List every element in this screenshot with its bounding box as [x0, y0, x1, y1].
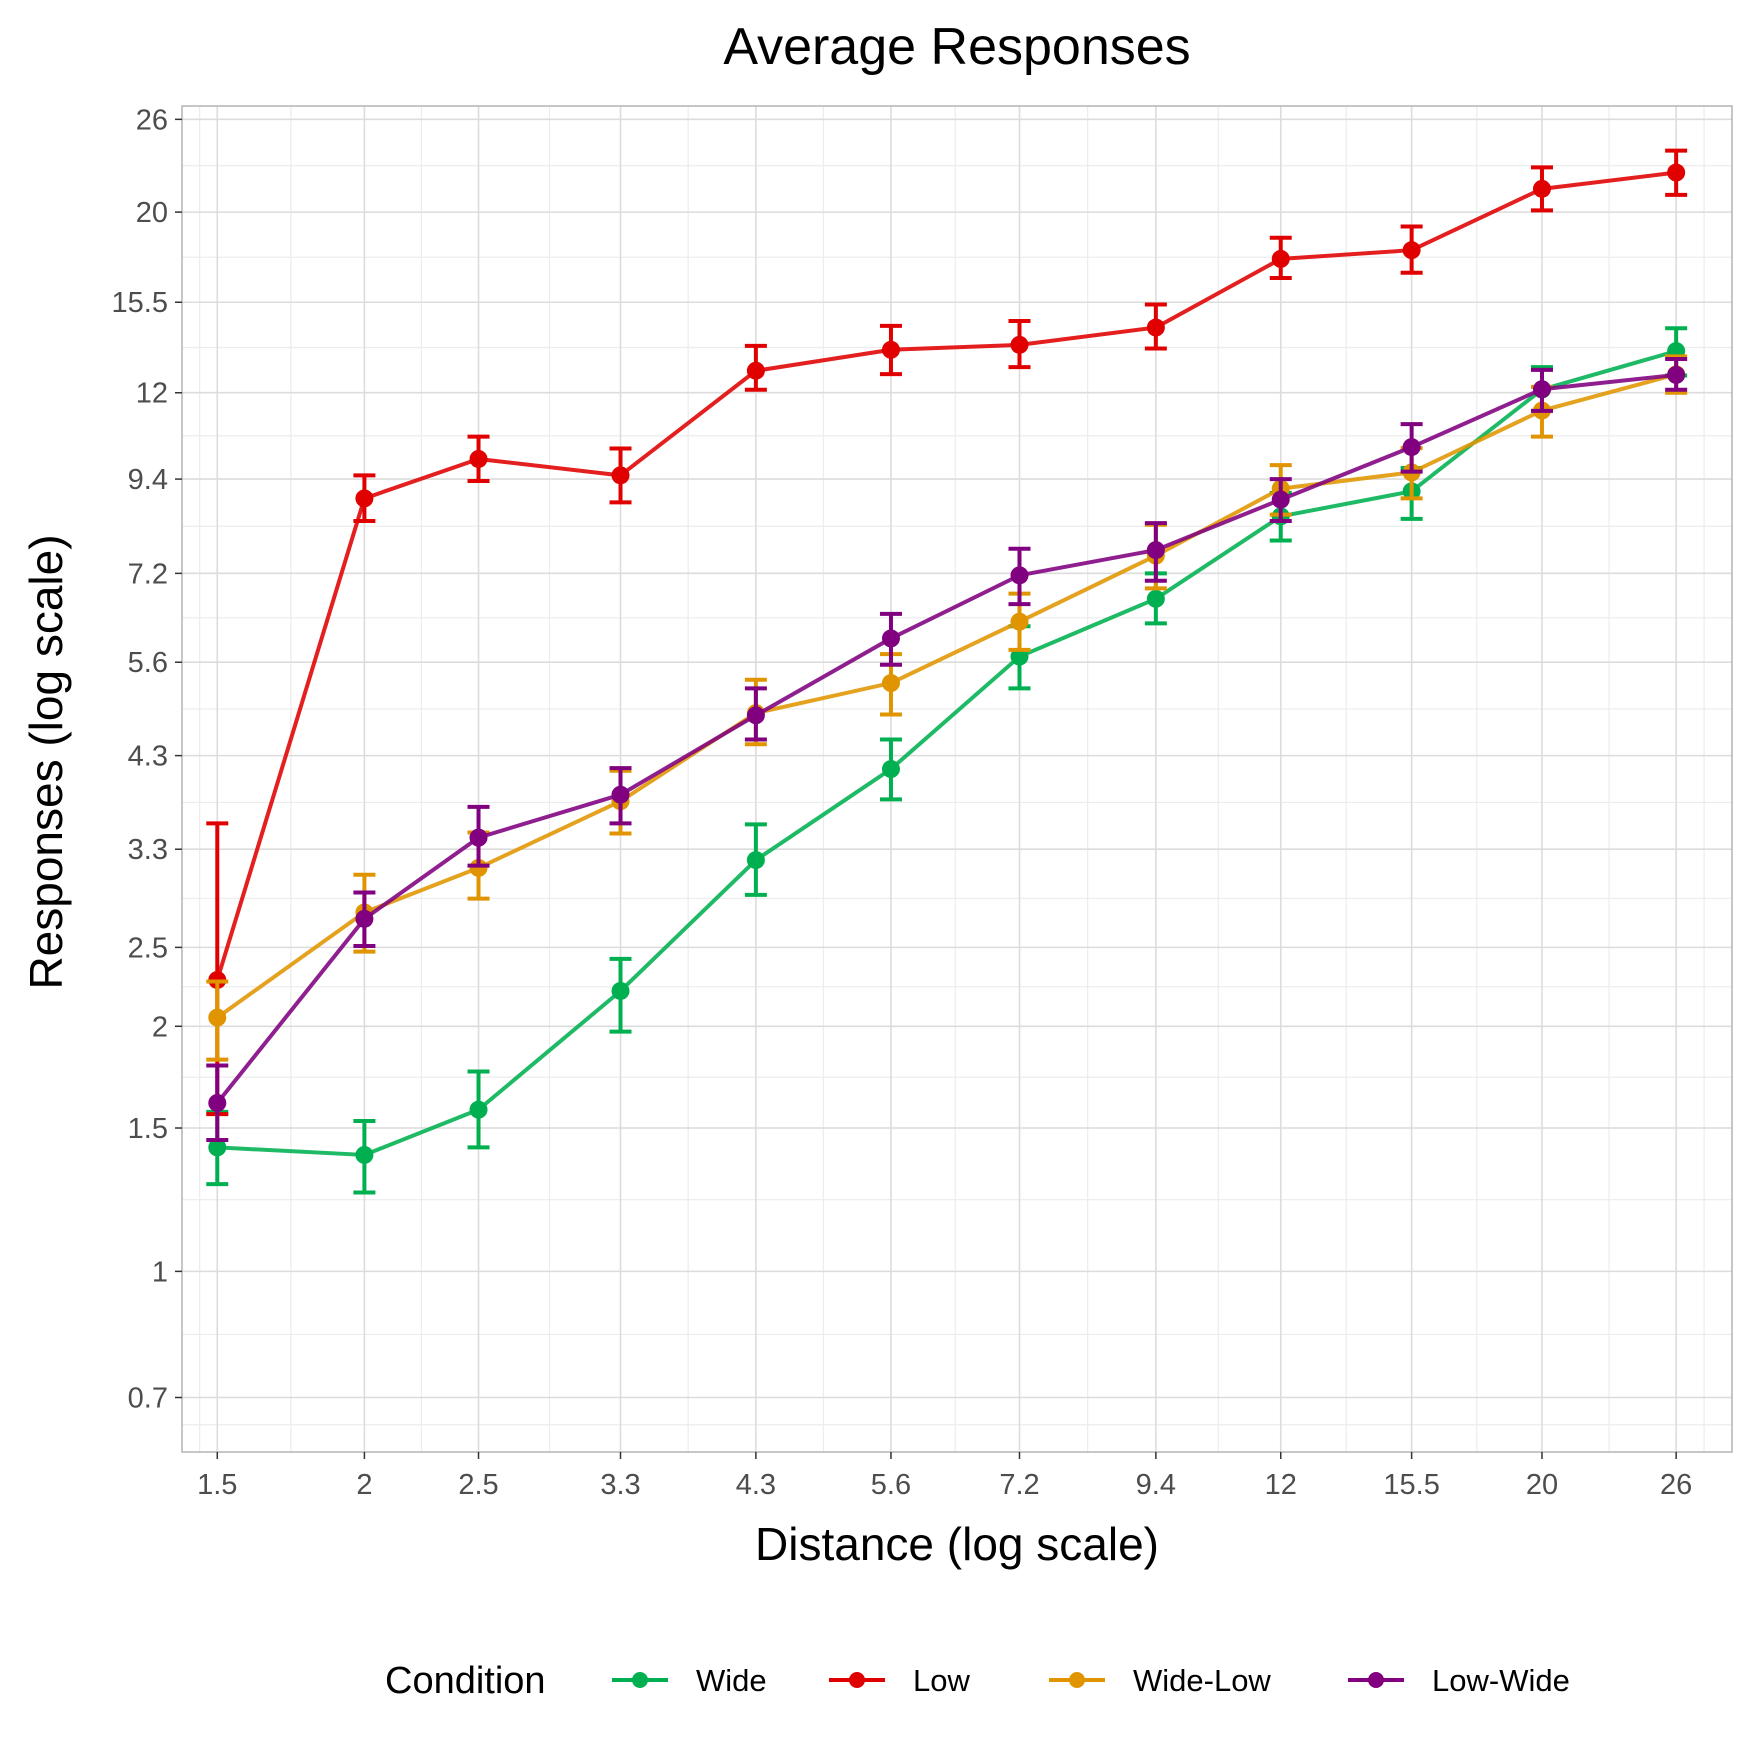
data-point	[1146, 541, 1165, 560]
legend-label: Wide-Low	[1133, 1663, 1271, 1698]
x-tick-label: 26	[1660, 1469, 1692, 1501]
legend-key-point	[632, 1672, 648, 1688]
x-tick-label: 15.5	[1383, 1469, 1439, 1501]
x-axis-title: Distance (log scale)	[755, 1518, 1159, 1570]
y-tick-label: 1.5	[128, 1113, 168, 1145]
data-point	[1271, 249, 1290, 268]
data-point	[1010, 647, 1029, 666]
legend-key-point	[849, 1672, 865, 1688]
data-point	[746, 851, 765, 870]
y-tick-label: 5.6	[128, 647, 168, 679]
data-point	[1532, 179, 1551, 198]
x-axis-ticks: 1.5 2 2.5 3.3 4.3 5.6 7.2 9.4 12 15.5 20 26	[197, 1452, 1692, 1501]
x-tick-label: 5.6	[871, 1469, 911, 1501]
legend-item-low-wide: Low-Wide	[1348, 1663, 1570, 1698]
x-tick-label: 20	[1526, 1469, 1558, 1501]
data-point	[881, 674, 900, 693]
legend-item-wide-low: Wide-Low	[1049, 1663, 1271, 1698]
data-point	[469, 1100, 488, 1119]
legend-label: Low	[913, 1663, 970, 1698]
x-tick-label: 12	[1265, 1469, 1297, 1501]
legend-label: Low-Wide	[1432, 1663, 1570, 1698]
data-point	[355, 909, 374, 928]
series-low	[206, 148, 1688, 1117]
data-point	[611, 466, 630, 485]
data-point	[881, 340, 900, 359]
data-point	[469, 449, 488, 468]
legend-key-point	[1368, 1672, 1384, 1688]
x-tick-label: 3.3	[600, 1469, 640, 1501]
legend-label: Wide	[696, 1663, 767, 1698]
data-point	[1010, 612, 1029, 631]
series-low-wide	[206, 357, 1688, 1142]
panel-border	[181, 105, 1733, 1453]
data-point	[1532, 380, 1551, 399]
x-tick-label: 2	[356, 1469, 372, 1501]
data-point	[1146, 589, 1165, 608]
y-tick-label: 1	[152, 1256, 168, 1288]
legend-title: Condition	[385, 1660, 546, 1702]
data-point	[469, 858, 488, 877]
data-point	[469, 828, 488, 847]
y-tick-label: 20	[136, 197, 168, 229]
data-point	[1146, 318, 1165, 337]
legend-item-wide: Wide	[612, 1663, 767, 1698]
series-line	[215, 170, 1677, 981]
data-point	[611, 785, 630, 804]
data-point	[208, 1093, 227, 1112]
y-tick-label: 4.3	[128, 741, 168, 773]
y-tick-label: 12	[136, 378, 168, 410]
x-tick-label: 9.4	[1136, 1469, 1176, 1501]
data-point	[355, 1145, 374, 1164]
series-line	[215, 372, 1677, 1105]
chart-title: Average Responses	[723, 18, 1190, 76]
x-tick-label: 1.5	[197, 1469, 237, 1501]
y-tick-label: 2	[152, 1011, 168, 1043]
x-tick-label: 4.3	[736, 1469, 776, 1501]
data-point	[881, 760, 900, 779]
y-tick-label: 26	[136, 104, 168, 136]
y-axis-ticks: 0.7 1 1.5 2 2.5 3.3 4.3 5.6 7.2 9.4 12 15.5 20 26	[112, 104, 182, 1414]
data-point	[355, 489, 374, 508]
major-grid	[182, 106, 1732, 1452]
legend-item-low: Low	[829, 1663, 970, 1698]
x-tick-label: 7.2	[999, 1469, 1039, 1501]
legend-key-point	[1069, 1672, 1085, 1688]
y-tick-label: 9.4	[128, 464, 168, 496]
data-point	[746, 361, 765, 380]
series-line	[216, 372, 1677, 1020]
x-tick-label: 2.5	[458, 1469, 498, 1501]
data-point	[1402, 241, 1421, 260]
data-point	[208, 1138, 227, 1157]
y-tick-label: 3.3	[128, 834, 168, 866]
data-point	[746, 706, 765, 725]
series-line	[217, 349, 1677, 1157]
data-point	[1010, 335, 1029, 354]
data-point	[1271, 490, 1290, 509]
data-point	[1667, 365, 1686, 384]
y-tick-label: 0.7	[128, 1382, 168, 1414]
y-tick-label: 15.5	[112, 287, 168, 319]
y-tick-label: 7.2	[128, 558, 168, 590]
legend-items: Wide Low Wide-Low Low-Wide	[612, 1663, 1570, 1698]
series-layer	[206, 148, 1688, 1195]
y-tick-label: 2.5	[128, 932, 168, 964]
data-point	[611, 981, 630, 1000]
data-point	[1010, 566, 1029, 585]
minor-grid	[182, 106, 1732, 1452]
data-point	[1402, 438, 1421, 457]
y-axis-title: Responses (log scale)	[20, 534, 72, 989]
data-point	[881, 629, 900, 648]
data-point	[1667, 163, 1686, 182]
data-point	[208, 1008, 227, 1027]
legend: Condition Wide Low Wide-Low Low-Wide	[385, 1660, 1570, 1702]
